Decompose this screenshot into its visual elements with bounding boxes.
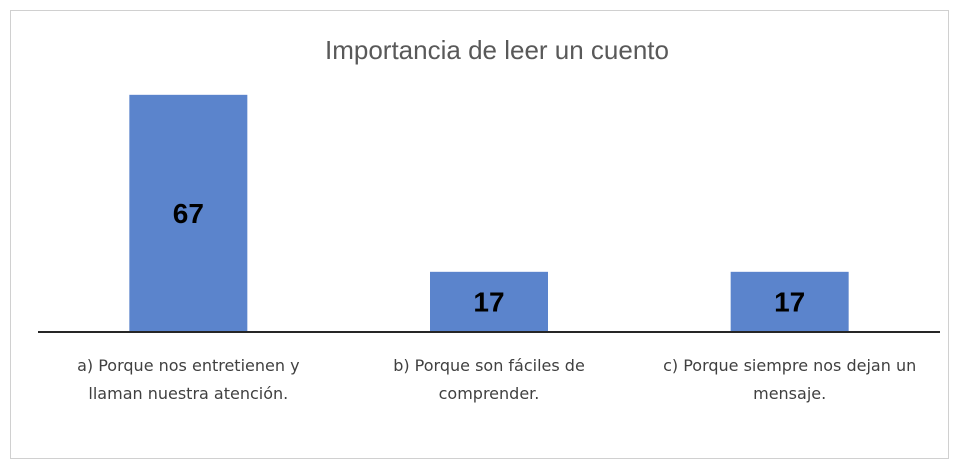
bar <box>129 94 248 332</box>
data-label: 17 <box>774 286 805 317</box>
x-tick-label: b) Porque son fáciles de comprender. <box>393 356 585 403</box>
bar <box>430 271 548 332</box>
x-tick-label: a) Porque nos entretienen y llaman nuest… <box>77 356 300 403</box>
bar <box>730 271 849 332</box>
chart-title: Importancia de leer un cuento <box>325 35 669 65</box>
x-tick-label: c) Porque siempre nos dejan un mensaje. <box>663 356 917 403</box>
data-label: 67 <box>173 198 204 229</box>
data-label: 17 <box>473 286 504 317</box>
